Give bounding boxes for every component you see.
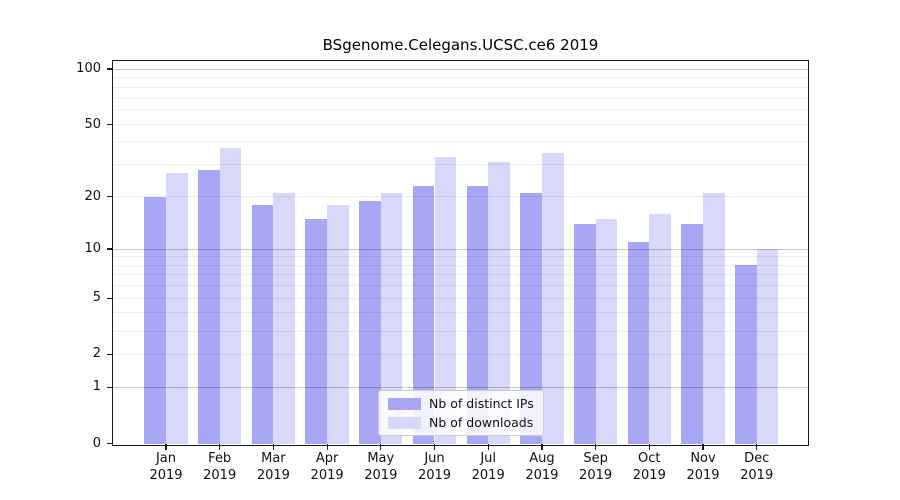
gridline [113, 196, 808, 197]
legend-item: Nb of downloads [388, 415, 543, 430]
gridline [113, 274, 808, 276]
x-tick-mark [756, 443, 758, 450]
y-axis-tick-label: 10 [84, 241, 101, 256]
x-tick-mark [380, 443, 382, 450]
gridline [113, 248, 808, 250]
bar-distinct-ips [305, 218, 328, 444]
bar-distinct-ips [520, 192, 542, 444]
bar-distinct-ips [681, 223, 703, 444]
x-axis-tick-label: Jul 2019 [471, 451, 505, 483]
gridline [113, 312, 808, 314]
bar-distinct-ips [735, 265, 757, 444]
x-axis-tick-label: Dec 2019 [740, 451, 774, 483]
bar-distinct-ips [573, 223, 596, 444]
gridline [113, 353, 808, 355]
bar-downloads [703, 192, 725, 444]
y-tick-mark [107, 386, 113, 388]
bar-downloads [649, 213, 671, 444]
x-tick-mark [541, 443, 543, 450]
x-tick-mark [165, 443, 167, 450]
gridline [113, 386, 808, 388]
bar-downloads [327, 204, 349, 444]
legend-label: Nb of downloads [429, 415, 534, 430]
x-tick-mark [219, 443, 221, 450]
gridline [113, 264, 808, 266]
x-tick-mark [433, 443, 436, 450]
x-axis-tick-label: May 2019 [364, 451, 398, 483]
gridline [113, 141, 808, 143]
plot-area: 100 50 20 10 5 2 1 0 Jan 2019 Feb 2019 Mar 2019 Apr… [76, 61, 808, 483]
legend-swatch [388, 397, 421, 410]
gridline [113, 97, 808, 99]
x-axis-tick-label: Mar 2019 [256, 451, 290, 483]
y-tick-mark [107, 297, 113, 299]
y-axis-tick-label: 2 [92, 346, 101, 362]
x-axis-tick-label: Feb 2019 [203, 451, 237, 483]
axis-layer: 100 50 20 10 5 2 1 0 Jan 2019 Feb 2019 Mar 2019 Apr… [76, 61, 808, 482]
y-axis-tick-label: 5 [92, 290, 101, 306]
y-axis-tick-label: 0 [92, 435, 101, 451]
bar-distinct-ips [144, 196, 166, 444]
gridline [113, 68, 808, 70]
y-axis-tick-label: 50 [84, 116, 101, 132]
y-axis-tick-label: 20 [84, 188, 101, 204]
gridline [113, 86, 808, 88]
y-tick-mark [107, 195, 113, 198]
x-axis-tick-label: Jun 2019 [417, 451, 452, 483]
bar-downloads [488, 162, 510, 444]
x-axis-tick-label: Oct 2019 [632, 451, 666, 483]
legend-swatch [388, 416, 421, 429]
gridline [113, 256, 808, 258]
y-axis-tick-label: 100 [76, 61, 101, 77]
legend-label: Nb of distinct IPs [429, 396, 534, 411]
y-tick-mark [107, 353, 113, 355]
gridline [113, 109, 808, 111]
y-tick-mark [107, 123, 113, 126]
bar-distinct-ips [251, 204, 274, 444]
gridline [113, 285, 808, 287]
x-tick-mark [487, 443, 489, 450]
gridline [113, 297, 808, 299]
chart-title: BSgenome.Celegans.UCSC.ce6 2019 [322, 36, 599, 54]
legend-item: Nb of distinct IPs [388, 396, 543, 411]
grid-layer [113, 61, 808, 444]
x-tick-mark [272, 443, 275, 450]
bar-downloads [219, 148, 242, 444]
gridline [113, 77, 808, 79]
y-tick-mark [107, 68, 113, 70]
bar-downloads [756, 249, 779, 444]
bar-distinct-ips [627, 241, 650, 444]
y-tick-mark [107, 248, 113, 250]
y-axis-tick-label: 1 [92, 379, 101, 395]
x-tick-mark [702, 443, 704, 450]
bar-distinct-ips [198, 170, 220, 444]
bar-distinct-ips [412, 185, 435, 444]
bar-distinct-ips [359, 200, 381, 444]
gridline [113, 164, 808, 166]
x-axis-tick-label: Aug 2019 [525, 451, 559, 483]
x-tick-mark [595, 443, 597, 450]
x-axis-tick-label: Nov 2019 [686, 451, 720, 483]
bar-downloads [541, 152, 564, 444]
bar-downloads [595, 218, 618, 444]
gridline [113, 124, 808, 125]
bar-downloads [434, 157, 457, 444]
x-tick-mark [648, 443, 650, 450]
y-tick-mark [107, 442, 113, 445]
x-axis-tick-label: Apr 2019 [310, 451, 344, 483]
bar-downloads [166, 173, 188, 444]
x-axis-tick-label: Jan 2019 [149, 451, 183, 483]
bar-distinct-ips [466, 185, 489, 444]
x-axis-tick-label: Sep 2019 [579, 451, 613, 483]
x-tick-mark [326, 443, 328, 450]
bar-downloads [273, 192, 296, 444]
bars-layer [113, 61, 808, 444]
bar-downloads [380, 192, 403, 444]
gridline [113, 330, 808, 332]
legend: Nb of distinct IPs Nb of downloads [378, 390, 544, 436]
